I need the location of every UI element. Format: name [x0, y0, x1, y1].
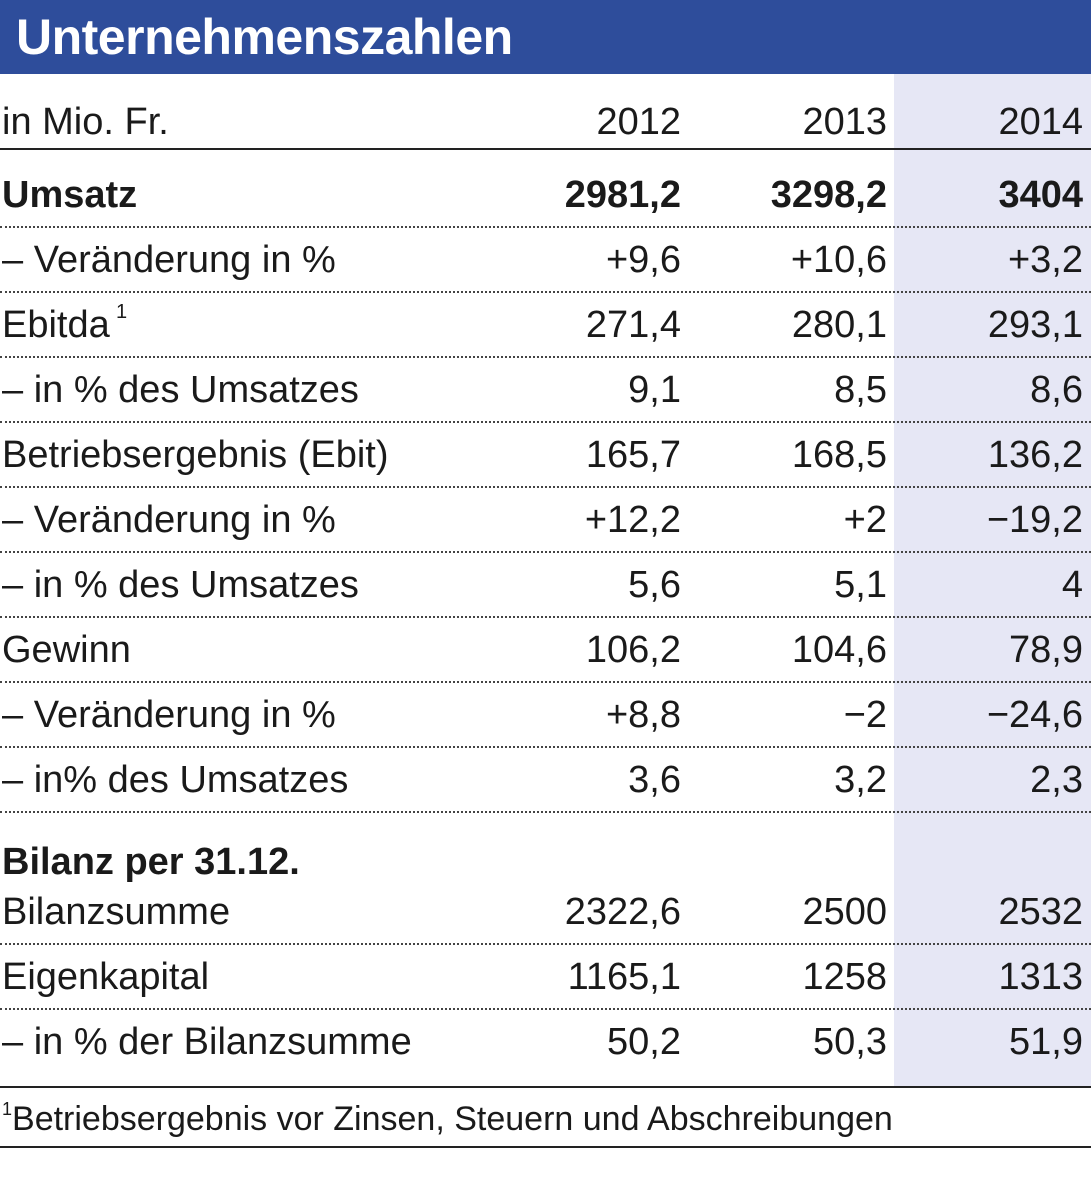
cell-2014: 2,3: [1030, 759, 1083, 801]
table-bottom-rule: [0, 1086, 1091, 1088]
cell-2012: +8,8: [605, 694, 681, 736]
table-row: Betriebsergebnis (Ebit) 165,7 168,5 136,2: [0, 423, 1091, 488]
header-row: in Mio. Fr. 2012 2013 2014: [0, 88, 1091, 150]
table-row: Eigenkapital 1165,1 1258 1313: [0, 945, 1091, 1010]
table-row: Bilanzsumme 2322,6 2500 2532: [0, 880, 1091, 945]
footnote-text: Betriebsergebnis vor Zinsen, Steuern und…: [12, 1100, 893, 1138]
cell-2013: 1258: [802, 956, 887, 998]
cell-2014: 136,2: [987, 434, 1083, 476]
highlight-column-2014: [894, 74, 1091, 1088]
cell-2014: 4: [1061, 564, 1083, 606]
cell-2014: 1313: [998, 956, 1083, 998]
cell-2013: 3298,2: [770, 174, 887, 216]
row-label: – Veränderung in %: [2, 694, 336, 736]
cell-2013: −2: [843, 694, 887, 736]
table-row: Umsatz 2981,2 3298,2 3404: [0, 163, 1091, 228]
cell-2014: −19,2: [986, 499, 1083, 541]
cell-2012: 106,2: [585, 629, 681, 671]
cell-2014: +3,2: [1007, 239, 1083, 281]
cell-2012: 3,6: [628, 759, 681, 801]
column-header-2012: 2012: [596, 101, 681, 143]
cell-2012: 50,2: [607, 1021, 681, 1063]
row-label: – in % der Bilanzsumme: [2, 1021, 412, 1063]
table-row: – Veränderung in % +9,6 +10,6 +3,2: [0, 228, 1091, 293]
cell-2012: 1165,1: [567, 956, 681, 998]
cell-2012: 165,7: [585, 434, 681, 476]
cell-2012: 5,6: [628, 564, 681, 606]
footnote-rule: [0, 1146, 1091, 1148]
cell-2014: 2532: [998, 891, 1083, 933]
row-label: Eigenkapital: [2, 956, 210, 998]
section-title-row: Bilanz per 31.12.: [0, 830, 1091, 895]
cell-2014: −24,6: [986, 694, 1083, 736]
cell-2013: 50,3: [813, 1021, 887, 1063]
cell-2012: +9,6: [605, 239, 681, 281]
cell-2012: 9,1: [628, 369, 681, 411]
cell-2014: 8,6: [1030, 369, 1083, 411]
table-row: – Veränderung in % +8,8 −2 −24,6: [0, 683, 1091, 748]
cell-2014: 51,9: [1009, 1021, 1083, 1063]
cell-2012: 2981,2: [564, 174, 681, 216]
cell-2013: 3,2: [834, 759, 887, 801]
row-label: Umsatz: [2, 174, 138, 216]
table-row: Ebitda 1 271,4 280,1 293,1: [0, 293, 1091, 358]
cell-2014: 78,9: [1009, 629, 1083, 671]
cell-2012: 2322,6: [564, 891, 681, 933]
row-label: Ebitda: [2, 304, 110, 346]
column-header-2014: 2014: [998, 101, 1083, 143]
cell-2013: 104,6: [791, 629, 887, 671]
footnote-mark: 1: [2, 1099, 13, 1119]
cell-2014: 293,1: [987, 304, 1083, 346]
unit-label: in Mio. Fr.: [2, 101, 169, 143]
row-label: – in % des Umsatzes: [2, 369, 359, 411]
footnote-ref: 1: [116, 301, 128, 323]
row-label: – Veränderung in %: [2, 239, 336, 281]
footnote: 1Betriebsergebnis vor Zinsen, Steuern un…: [2, 1090, 893, 1146]
table-row: Gewinn 106,2 104,6 78,9: [0, 618, 1091, 683]
row-label: – Veränderung in %: [2, 499, 336, 541]
table-row: – in % der Bilanzsumme 50,2 50,3 51,9: [0, 1010, 1091, 1075]
table-row: – in% des Umsatzes 3,6 3,2 2,3: [0, 748, 1091, 813]
cell-2013: 168,5: [791, 434, 887, 476]
row-label: – in% des Umsatzes: [2, 759, 349, 801]
cell-2013: 5,1: [834, 564, 887, 606]
table-row: – in % des Umsatzes 5,6 5,1 4: [0, 553, 1091, 618]
table-title: Unternehmenszahlen: [0, 0, 1091, 74]
cell-2014: 3404: [998, 174, 1083, 216]
row-label: Bilanzsumme: [2, 891, 231, 933]
cell-2012: +12,2: [584, 499, 681, 541]
row-label: Gewinn: [2, 629, 131, 671]
cell-2013: 8,5: [834, 369, 887, 411]
cell-2013: +2: [843, 499, 887, 541]
cell-2013: +10,6: [790, 239, 887, 281]
table-row: – in % des Umsatzes 9,1 8,5 8,6: [0, 358, 1091, 423]
section-title: Bilanz per 31.12.: [2, 841, 300, 883]
column-header-2013: 2013: [802, 101, 887, 143]
table-row: – Veränderung in % +12,2 +2 −19,2: [0, 488, 1091, 553]
cell-2013: 280,1: [791, 304, 887, 346]
cell-2013: 2500: [802, 891, 887, 933]
row-label: Betriebsergebnis (Ebit): [2, 434, 389, 476]
cell-2012: 271,4: [585, 304, 681, 346]
row-label: – in % des Umsatzes: [2, 564, 359, 606]
